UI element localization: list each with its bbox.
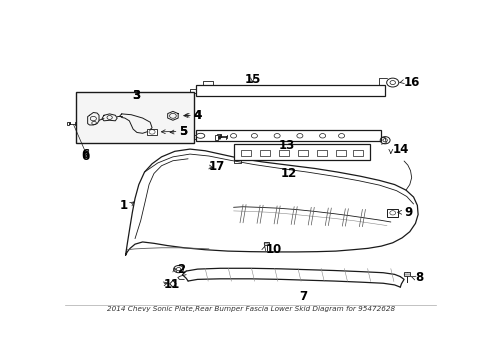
Bar xyxy=(240,150,251,156)
Bar xyxy=(297,150,307,156)
Text: 3: 3 xyxy=(132,89,140,102)
Text: 14: 14 xyxy=(392,143,408,157)
Bar xyxy=(67,122,69,125)
Text: 11: 11 xyxy=(163,278,179,291)
Text: 5: 5 xyxy=(178,125,186,138)
Text: 10: 10 xyxy=(265,243,282,256)
Bar xyxy=(352,150,363,156)
Bar xyxy=(195,85,385,96)
Bar xyxy=(259,150,270,156)
Bar xyxy=(233,144,369,159)
Text: 15: 15 xyxy=(244,73,260,86)
Bar xyxy=(215,135,218,140)
Bar xyxy=(316,150,326,156)
Text: 5: 5 xyxy=(179,125,187,138)
Text: 2: 2 xyxy=(176,262,184,276)
Bar xyxy=(195,130,381,141)
Text: 8: 8 xyxy=(415,271,423,284)
Text: 7: 7 xyxy=(299,290,307,303)
Bar xyxy=(263,242,269,245)
Text: 1: 1 xyxy=(119,199,127,212)
Bar xyxy=(403,273,409,276)
Bar xyxy=(278,150,289,156)
Text: 13: 13 xyxy=(278,139,294,152)
Text: 16: 16 xyxy=(403,76,420,89)
Text: 3: 3 xyxy=(132,89,140,102)
Text: 4: 4 xyxy=(193,109,202,122)
Text: 6: 6 xyxy=(81,150,90,163)
Bar xyxy=(76,92,193,143)
Text: 17: 17 xyxy=(208,160,224,173)
Text: 6: 6 xyxy=(81,148,90,161)
Ellipse shape xyxy=(196,133,204,138)
Bar xyxy=(335,150,346,156)
Text: 12: 12 xyxy=(280,167,296,180)
Bar xyxy=(386,209,397,217)
Bar xyxy=(147,129,157,135)
Text: 4: 4 xyxy=(193,109,202,122)
Bar xyxy=(217,134,220,138)
Text: 9: 9 xyxy=(403,206,411,219)
Text: 2014 Chevy Sonic Plate,Rear Bumper Fascia Lower Skid Diagram for 95472628: 2014 Chevy Sonic Plate,Rear Bumper Fasci… xyxy=(106,306,394,312)
